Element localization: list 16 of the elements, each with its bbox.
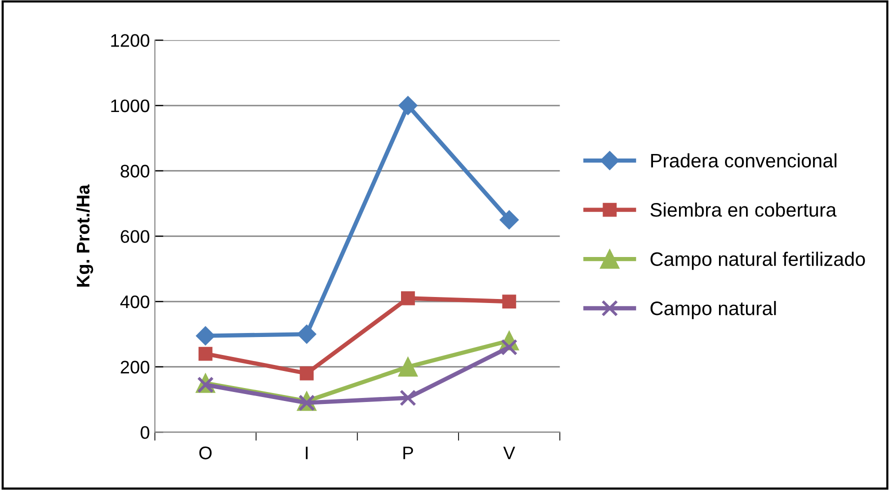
x-tick-label: O [199,446,212,460]
legend-label: Campo natural fertilizado [650,252,865,270]
y-axis-title: Kg. Prot./Ha [76,184,94,287]
x-tick-label: V [503,446,516,460]
legend-label: Campo natural [650,300,776,320]
legend-label: Siembra en cobertura [650,202,837,217]
y-tick-label: 0 [140,426,150,439]
x-tick-label: P [403,446,414,460]
y-tick-label: 200 [120,360,150,374]
y-tick-label: 1000 [111,99,150,112]
legend-label: Pradera convencional [651,153,836,168]
y-tick-label: 1200 [111,34,150,47]
y-tick-label: 800 [120,164,150,178]
x-tick-label: I [306,446,308,460]
y-tick-label: 600 [120,230,150,243]
y-tick-label: 400 [120,295,150,308]
